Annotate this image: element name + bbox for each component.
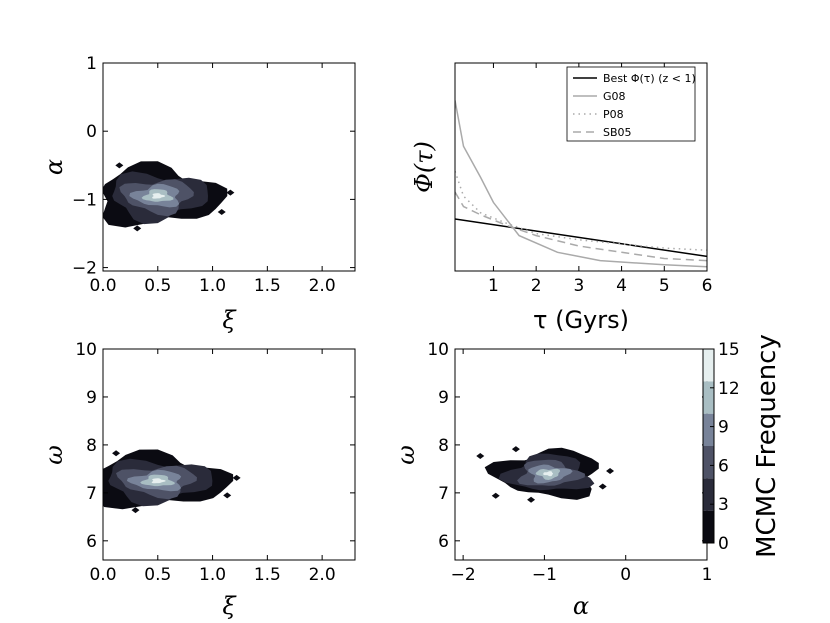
contour-outlier	[131, 507, 140, 514]
y-tick-label: −1	[72, 190, 97, 210]
x-tick-label: 0.5	[144, 276, 171, 296]
contour-outlier	[223, 492, 232, 499]
colorbar-tick-label: 3	[718, 495, 729, 515]
colorbar-tick-label: 6	[718, 456, 729, 476]
legend-entry: Best Φ(τ) (z < 1)	[603, 72, 696, 85]
colorbar-segment	[703, 349, 714, 382]
colorbar-segment	[703, 510, 714, 543]
y-tick-label: 8	[438, 436, 449, 456]
panel-xi-alpha: 0.0 0.5 1.0 1.5 2.0 −2 −1 0 1 ξ α	[40, 54, 356, 334]
x-tick-label: 4	[616, 276, 627, 296]
x-tick-label: 2	[531, 276, 542, 296]
x-tick-label: 1	[488, 276, 499, 296]
colorbar-segment	[703, 413, 714, 446]
x-tick-label: 1.0	[199, 276, 226, 296]
series-line	[455, 170, 707, 251]
x-tick-label: 1.0	[199, 565, 226, 585]
panel-phi-tau: 1 2 3 4 5 6 τ (Gyrs) Φ(τ) Best Φ(τ) (z < 1) G0…	[410, 62, 713, 334]
colorbar-tick-label: 12	[718, 379, 740, 399]
y-tick-label: 6	[438, 532, 449, 552]
x-tick-label: 0.5	[144, 565, 171, 585]
colorbar: 0 3 6 9 12 15 MCMC Frequency	[702, 334, 782, 558]
x-tick-label: −1	[532, 565, 557, 585]
contour-outlier	[232, 474, 241, 481]
series-line	[455, 100, 707, 268]
contour-outlier	[527, 496, 536, 503]
x-tick-label: 2.0	[309, 565, 336, 585]
y-tick-label: 7	[86, 484, 97, 504]
x-tick-label: 1.5	[254, 565, 281, 585]
y-tick-label: 10	[427, 340, 449, 360]
colorbar-tick-label: 15	[718, 340, 740, 360]
x-tick-label: 6	[702, 276, 713, 296]
contour-outlier	[491, 492, 500, 499]
y-tick-label: 9	[86, 388, 97, 408]
series-line	[455, 191, 707, 262]
y-tick-label: 0	[86, 122, 97, 142]
contour-level-5	[151, 478, 166, 484]
x-tick-label: 0.0	[89, 565, 116, 585]
x-tick-label: 1	[702, 565, 713, 585]
x-tick-label: 5	[659, 276, 670, 296]
legend-box	[566, 66, 696, 142]
contour-level-5	[152, 193, 166, 199]
colorbar-label: MCMC Frequency	[752, 334, 782, 558]
x-axis-label: α	[573, 592, 589, 620]
y-tick-label: −2	[72, 259, 97, 279]
y-tick-label: 1	[86, 54, 97, 74]
contour-outlier	[606, 467, 615, 474]
y-tick-label: 8	[86, 436, 97, 456]
legend-entry: G08	[603, 90, 626, 103]
colorbar-segment	[703, 446, 714, 479]
y-axis-label: ω	[392, 445, 420, 465]
contour-fill-xi-omega	[103, 449, 241, 514]
colorbar-segment	[703, 381, 714, 414]
plot-frame	[454, 62, 708, 272]
y-tick-label: 9	[438, 388, 449, 408]
x-tick-label: 3	[573, 276, 584, 296]
contour-outlier	[92, 220, 100, 226]
colorbar-tick-label: 9	[718, 418, 729, 438]
y-tick-label: 6	[86, 532, 97, 552]
colorbar-tick-label: 0	[718, 534, 729, 554]
plot-frame	[102, 62, 356, 272]
y-tick-label: 10	[75, 340, 97, 360]
y-axis-label: ω	[40, 445, 68, 465]
contour-outlier	[476, 452, 485, 459]
x-tick-label: 1.5	[254, 276, 281, 296]
plot-frame	[102, 348, 356, 561]
x-axis-label: τ (Gyrs)	[533, 306, 629, 334]
x-tick-label: 0	[620, 565, 631, 585]
x-tick-label: 0.0	[89, 276, 116, 296]
contour-outlier	[226, 189, 235, 196]
contour-outlier	[511, 446, 520, 453]
line-series-group	[455, 100, 707, 268]
legend-entry: SB05	[603, 126, 632, 139]
x-tick-label: 2.0	[309, 276, 336, 296]
x-axis-label: ξ	[222, 592, 237, 620]
legend-entry: P08	[603, 108, 624, 121]
contour-outlier	[115, 162, 124, 169]
colorbar-frame	[702, 348, 715, 544]
contour-outlier	[112, 450, 121, 457]
contour-level-5	[543, 471, 554, 477]
y-axis-label: α	[40, 159, 68, 175]
y-tick-label: 7	[438, 484, 449, 504]
x-tick-label: −2	[451, 565, 476, 585]
x-axis-label: ξ	[222, 306, 237, 334]
contour-outlier	[73, 171, 81, 177]
contour-outlier	[133, 225, 142, 232]
contour-fill-alpha-omega	[476, 446, 615, 503]
contour-outlier	[217, 209, 226, 216]
panel-alpha-omega: −2 −1 0 1 6 7 8 9 10 α ω	[392, 340, 712, 620]
legend: Best Φ(τ) (z < 1) G08 P08 SB05	[566, 66, 696, 142]
contour-outlier	[598, 483, 607, 490]
series-line	[455, 218, 707, 258]
contour-fill-xi-alpha	[73, 161, 235, 232]
colorbar-segment	[703, 478, 714, 511]
panel-xi-omega: 0.0 0.5 1.0 1.5 2.0 6 7 8 9 10 ξ ω	[40, 340, 356, 620]
y-axis-label: Φ(τ)	[410, 141, 438, 193]
